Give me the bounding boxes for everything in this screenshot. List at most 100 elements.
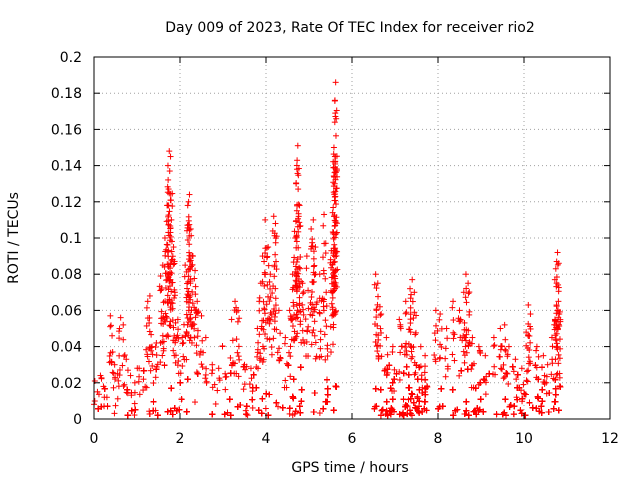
spike-point <box>107 323 114 330</box>
spike-point <box>166 168 173 175</box>
spike-point <box>293 180 300 187</box>
band-point <box>296 403 303 410</box>
band-point <box>290 395 297 402</box>
spike-point <box>233 336 240 343</box>
spike-point <box>198 361 205 368</box>
band-point <box>132 406 139 413</box>
band-point <box>297 364 304 371</box>
band-point <box>449 386 456 393</box>
spike-point <box>120 383 127 390</box>
spike-point <box>297 318 304 325</box>
spike-point <box>180 353 187 360</box>
spike-point <box>322 240 329 247</box>
spike-point <box>374 348 381 355</box>
spike-point <box>321 331 328 338</box>
spike-point <box>98 375 105 382</box>
spike-point <box>148 331 155 338</box>
spike-point <box>282 377 289 384</box>
band-point <box>389 396 396 403</box>
band-point <box>289 412 296 419</box>
band-point <box>387 411 394 418</box>
spike-point <box>121 352 128 359</box>
spike-point <box>186 241 193 248</box>
data-point <box>185 198 192 205</box>
band-point <box>511 403 518 410</box>
band-point <box>177 379 184 386</box>
spike-point <box>295 186 302 193</box>
data-point <box>383 334 390 341</box>
band-point <box>477 396 484 403</box>
spike-point <box>143 304 150 311</box>
spike-point <box>167 322 174 329</box>
spike-point <box>330 204 337 211</box>
spike-point <box>323 323 330 330</box>
spike-point <box>167 197 174 204</box>
band-point <box>194 370 201 377</box>
spike-point <box>287 353 294 360</box>
spike-point <box>299 301 306 308</box>
spike-point <box>320 270 327 277</box>
data-point <box>184 202 191 209</box>
band-point <box>212 400 219 407</box>
band-point <box>408 390 415 397</box>
band-point <box>263 390 270 397</box>
band-point <box>377 386 384 393</box>
band-point <box>273 399 280 406</box>
band-point <box>164 408 171 415</box>
spike-point <box>287 343 294 350</box>
band-point <box>249 404 256 411</box>
spike-point <box>110 384 117 391</box>
spike-point <box>152 374 159 381</box>
band-point <box>333 383 340 390</box>
band-point <box>529 404 536 411</box>
band-point <box>539 386 546 393</box>
band-point <box>320 405 327 412</box>
band-point <box>262 405 269 412</box>
spike-point <box>396 376 403 383</box>
spike-point <box>265 262 272 269</box>
data-point <box>166 148 173 155</box>
data-point <box>164 162 171 169</box>
spike-point <box>320 222 327 229</box>
band-point <box>421 398 428 405</box>
band-point <box>286 405 293 412</box>
spike-point <box>276 345 283 352</box>
band-point <box>112 402 119 409</box>
spike-point <box>170 347 177 354</box>
spike-point <box>261 310 268 317</box>
band-point <box>400 412 407 419</box>
spike-point <box>164 332 171 339</box>
data-point <box>131 379 138 386</box>
spike-point <box>167 265 174 272</box>
spike-point <box>229 337 236 344</box>
data-point <box>192 267 199 274</box>
band-point <box>324 385 331 392</box>
spike-point <box>256 294 263 301</box>
band-point <box>286 410 293 417</box>
data-point <box>117 314 124 321</box>
band-point <box>323 376 330 383</box>
spike-point <box>268 344 275 351</box>
data-points <box>91 79 564 419</box>
data-point <box>389 343 396 350</box>
data-point <box>275 307 282 314</box>
spike-point <box>104 403 111 410</box>
spike-point <box>234 349 241 356</box>
spike-point <box>249 388 256 395</box>
spike-point <box>311 318 318 325</box>
band-point <box>552 391 559 398</box>
band-point <box>131 412 138 419</box>
band-point <box>289 393 296 400</box>
spike-point <box>289 323 296 330</box>
spike-point <box>293 258 300 265</box>
band-point <box>514 371 521 378</box>
band-point <box>298 398 305 405</box>
spike-point <box>246 381 253 388</box>
spike-point <box>311 262 318 269</box>
spike-point <box>164 202 171 209</box>
band-point <box>555 407 562 414</box>
data-point <box>286 307 293 314</box>
spike-point <box>214 387 221 394</box>
spike-point <box>322 250 329 257</box>
spike-point <box>333 107 340 114</box>
